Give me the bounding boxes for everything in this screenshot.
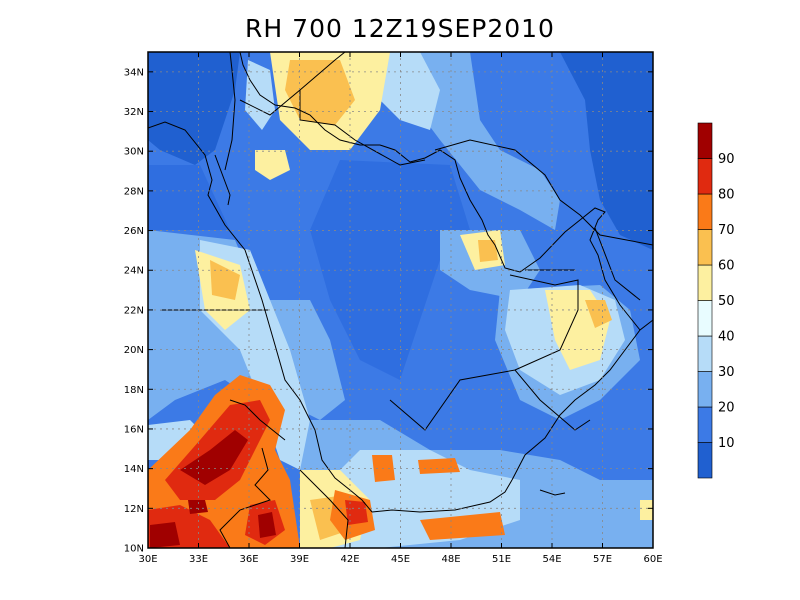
colorbar: 10 20 30 40 50 60 70 80 90 <box>697 122 735 479</box>
lon-tick-label: 42E <box>340 554 359 565</box>
coastlines-borders <box>148 52 653 548</box>
lat-tick-label: 30N <box>124 147 144 158</box>
lon-tick-label: 36E <box>239 554 258 565</box>
colorbar-label: 50 <box>718 294 735 309</box>
lat-tick-label: 12N <box>124 504 144 515</box>
colorbar-label: 30 <box>718 365 735 380</box>
lat-tick-label: 32N <box>124 107 144 118</box>
lat-tick-label: 16N <box>124 424 144 435</box>
colorbar-segment <box>697 229 713 266</box>
colorbar-segment <box>697 442 713 479</box>
lon-tick-label: 60E <box>643 554 662 565</box>
colorbar-segment <box>697 158 713 195</box>
colorbar-segment <box>697 193 713 230</box>
lon-tick-label: 54E <box>542 554 561 565</box>
colorbar-segment <box>697 122 713 159</box>
colorbar-segment <box>697 264 713 301</box>
colorbar-segment <box>697 300 713 337</box>
lon-tick-label: 39E <box>290 554 309 565</box>
colorbar-label: 40 <box>718 330 735 345</box>
colorbar-label: 60 <box>718 259 735 274</box>
lat-tick-label: 14N <box>124 464 144 475</box>
lat-tick-label: 18N <box>124 385 144 396</box>
colorbar-label: 10 <box>718 436 735 451</box>
lat-tick-label: 34N <box>124 67 144 78</box>
lon-tick-label: 33E <box>189 554 208 565</box>
colorbar-segment <box>697 371 713 408</box>
lon-tick-label: 48E <box>441 554 460 565</box>
lon-tick-label: 57E <box>593 554 612 565</box>
map-grid <box>148 52 653 548</box>
lat-tick-label: 26N <box>124 226 144 237</box>
axis-ticks: 30E 33E 36E 39E 42E 45E 48E 51E 54E 57E 60E 10N 12N 1… <box>124 52 663 565</box>
lat-tick-label: 22N <box>124 305 144 316</box>
colorbar-segment <box>697 406 713 443</box>
lat-tick-label: 10N <box>124 544 144 555</box>
colorbar-label: 20 <box>718 401 735 416</box>
lon-tick-label: 45E <box>391 554 410 565</box>
colorbar-label: 90 <box>718 152 735 167</box>
colorbar-label: 80 <box>718 188 735 203</box>
colorbar-label: 70 <box>718 223 735 238</box>
lon-tick-label: 51E <box>492 554 511 565</box>
page-title: RH 700 12Z19SEP2010 <box>245 14 555 43</box>
lat-tick-label: 28N <box>124 186 144 197</box>
lon-tick-label: 30E <box>138 554 157 565</box>
lat-tick-label: 24N <box>124 266 144 277</box>
lat-tick-label: 20N <box>124 345 144 356</box>
colorbar-segment <box>697 335 713 372</box>
